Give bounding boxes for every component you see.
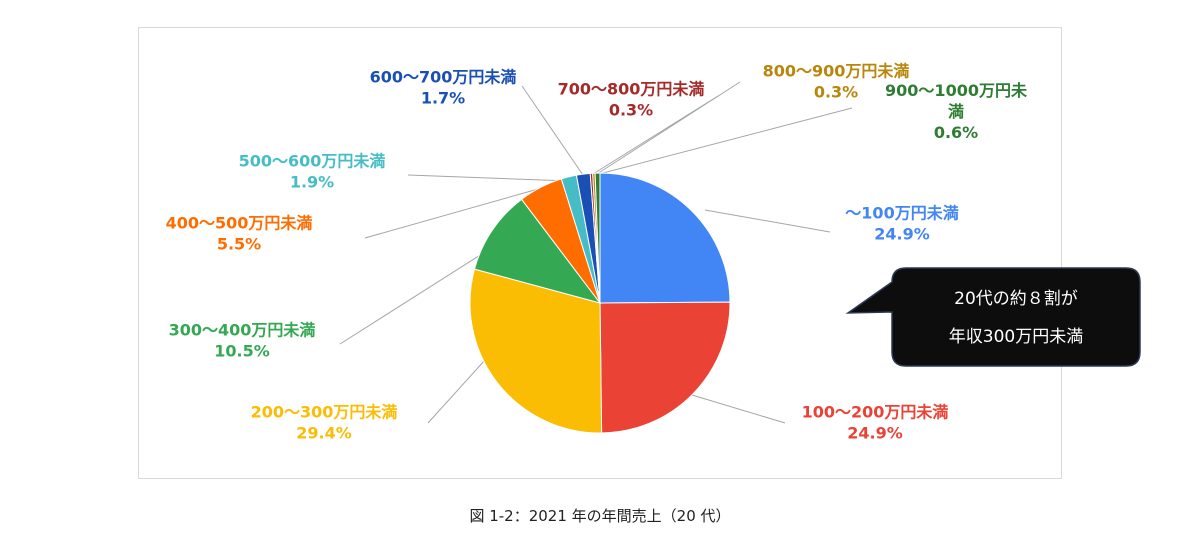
slice-category-label-5: 400～500万円未満 <box>166 214 313 233</box>
leader-line-5 <box>364 188 539 239</box>
leader-line-3 <box>427 359 486 424</box>
slice-value-label-2: 24.9% <box>847 424 903 443</box>
slice-value-label-10: 0.6% <box>934 123 978 142</box>
chart-frame <box>138 27 1062 479</box>
leader-line-6 <box>407 174 570 182</box>
callout-shape <box>845 267 1141 367</box>
leader-line-1 <box>704 209 831 233</box>
slice-category-label-9: 800～900万円未満 <box>763 62 910 81</box>
pie-slice-3 <box>469 268 603 434</box>
slice-category-label-8: 700～800万円未満 <box>558 80 705 99</box>
callout-box: 20代の約８割が 年収300万円未満 <box>845 267 1141 367</box>
slice-category-label-3: 200～300万円未満 <box>251 403 398 422</box>
slice-value-label-1: 24.9% <box>874 225 930 244</box>
slice-category-label-10: 満 <box>948 102 964 121</box>
leader-line-7 <box>521 85 584 176</box>
slice-value-label-5: 5.5% <box>217 235 261 254</box>
slice-category-label-7: 600～700万円未満 <box>370 68 517 87</box>
slice-value-label-4: 10.5% <box>214 342 270 361</box>
slice-value-label-6: 1.9% <box>290 173 334 192</box>
slice-category-label-4: 300～400万円未満 <box>169 321 316 340</box>
pie-slice-4 <box>473 198 602 304</box>
leader-line-10 <box>598 107 853 175</box>
leader-line-2 <box>691 394 786 424</box>
slice-value-label-9: 0.3% <box>814 83 858 102</box>
slice-value-label-3: 29.4% <box>296 424 352 443</box>
leader-lines <box>339 81 853 424</box>
pie-slices <box>469 172 731 434</box>
leader-line-9 <box>596 81 741 175</box>
slice-category-label-1: ～100万円未満 <box>845 204 958 223</box>
pie-slice-2 <box>599 301 731 434</box>
slice-value-label-8: 0.3% <box>609 101 653 120</box>
callout-line-1: 20代の約８割が <box>954 289 1078 309</box>
leader-line-4 <box>339 251 486 345</box>
slice-category-label-6: 500～600万円未満 <box>239 152 386 171</box>
slice-category-label-10: 900～1000万円未 <box>885 81 1027 100</box>
figure-caption: 図 1-2：2021 年の年間売上（20 代） <box>469 507 731 525</box>
pie-slice-1 <box>599 172 731 304</box>
pie-slice-10 <box>594 172 601 304</box>
slice-value-label-7: 1.7% <box>421 89 465 108</box>
slice-labels: ～100万円未満 24.9% 100～200万円未満 24.9% 200～300万円未満… <box>166 62 1027 443</box>
slice-category-label-2: 100～200万円未満 <box>802 403 949 422</box>
callout-line-2: 年収300万円未満 <box>949 327 1083 347</box>
